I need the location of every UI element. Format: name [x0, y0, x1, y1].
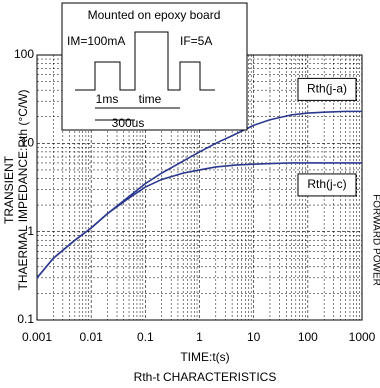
inset-gap: 300us	[112, 116, 145, 130]
y2-axis-label: FORWARD POWER	[370, 194, 380, 286]
x-tick-label: 1000	[349, 330, 376, 344]
inset-title: Mounted on epoxy board	[88, 8, 221, 22]
inset: Mounted on epoxy board IM=100mA IF=5A 1m…	[61, 2, 248, 131]
inset-period: time	[139, 92, 162, 106]
series-label: Rth(j-a)	[307, 82, 347, 96]
x-tick-label: 0.1	[137, 330, 154, 344]
x-tick-label: 0.001	[22, 330, 52, 344]
y-tick-label: 0.1	[17, 312, 34, 326]
inset-box	[61, 2, 248, 131]
inset-im: IM=100mA	[67, 34, 125, 48]
series-label-box	[297, 77, 357, 101]
caption: Rth-t CHARACTERISTICS	[134, 370, 277, 384]
x-tick-label: 10	[247, 330, 261, 344]
series-line	[36, 162, 362, 279]
y-axis-label: THAERMAL IMPEDANCE:Rth (°C/W)	[16, 89, 30, 290]
inset-if: IF=5A	[180, 34, 212, 48]
series-label-box	[297, 173, 357, 197]
y-tick-label: 1	[27, 224, 34, 238]
x-axis-label: TIME:t(s)	[180, 350, 229, 364]
y-tick-label: 100	[14, 47, 34, 61]
inset-pulse: 1ms	[96, 92, 119, 106]
y-axis-label: TRANSIENT	[2, 155, 16, 224]
y-tick-label: 10	[21, 136, 35, 150]
x-tick-label: 0.01	[79, 330, 103, 344]
pulse-waveform	[75, 31, 215, 91]
series-label: Rth(j-c)	[307, 177, 346, 191]
x-tick-label: 1	[196, 330, 203, 344]
x-tick-label: 100	[298, 330, 318, 344]
